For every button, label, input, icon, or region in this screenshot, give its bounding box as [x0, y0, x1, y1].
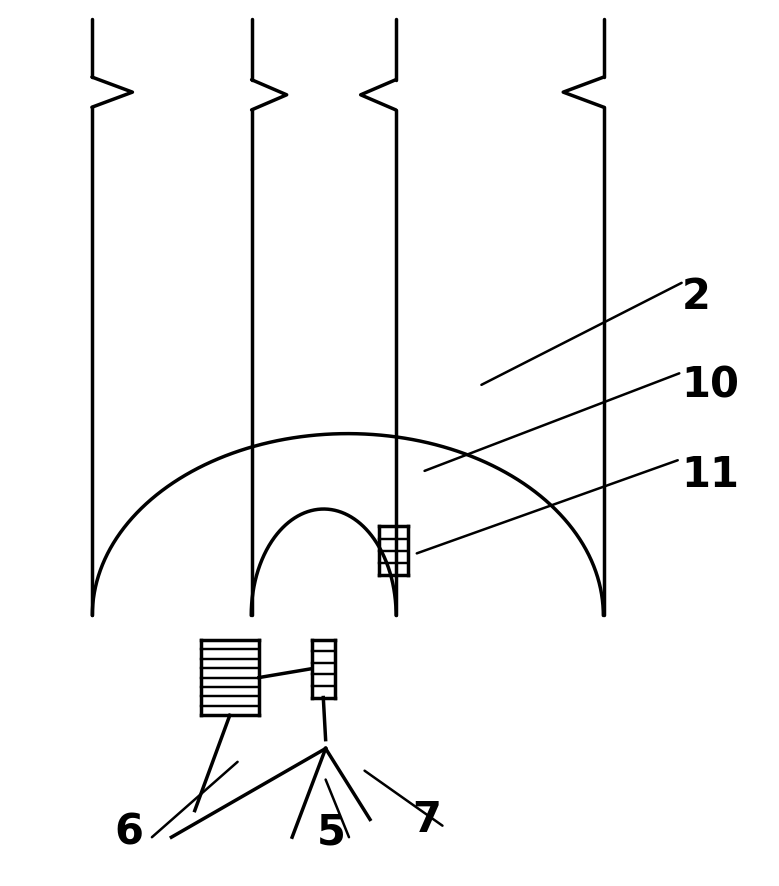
- Text: 6: 6: [114, 811, 143, 852]
- Text: 7: 7: [412, 798, 442, 840]
- Text: 11: 11: [682, 453, 739, 495]
- Text: 10: 10: [682, 364, 739, 407]
- Text: 2: 2: [682, 276, 710, 318]
- Text: 5: 5: [316, 811, 346, 852]
